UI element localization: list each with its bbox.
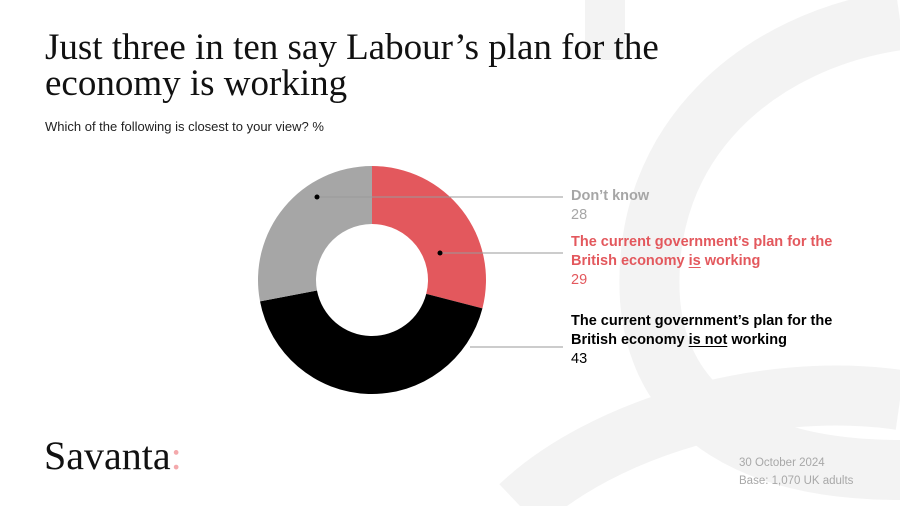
legend-label-working: The current government’s plan for the Br…	[571, 233, 871, 290]
leader-dot	[314, 194, 320, 200]
label-text: The current government’s plan for the Br…	[571, 234, 833, 269]
legend-label-dont-know: Don’t know 28	[571, 187, 871, 225]
slice-not-working	[260, 290, 483, 394]
footer-base: Base: 1,070 UK adults	[739, 475, 854, 487]
slice-label-working: The current government’s plan for the Br…	[571, 233, 871, 271]
logo-colon: :	[170, 433, 182, 478]
footer-date: 30 October 2024	[739, 457, 825, 469]
label-text-end: working	[700, 253, 761, 269]
logo-text: Savanta	[44, 433, 171, 478]
page-title: Just three in ten say Labour’s plan for …	[45, 27, 659, 104]
slice-label-not-working: The current government’s plan for the Br…	[571, 312, 871, 350]
legend-label-not-working: The current government’s plan for the Br…	[571, 312, 871, 369]
slice-working	[372, 166, 486, 309]
label-emphasis: is not	[688, 332, 728, 348]
label-text: The current government’s plan for the Br…	[571, 313, 833, 348]
label-emphasis: is	[688, 253, 701, 269]
slice-value-dont-know: 28	[571, 207, 588, 223]
leader-dot	[437, 250, 443, 256]
label-text-end: working	[727, 332, 787, 348]
slice-value-working: 29	[571, 272, 588, 288]
savanta-logo: Savanta:	[44, 432, 182, 479]
slice-value-not-working: 43	[571, 351, 588, 367]
chart-subtitle: Which of the following is closest to you…	[45, 119, 324, 134]
slice-dont-know	[258, 166, 372, 302]
slice-label-dont-know: Don’t know	[571, 188, 650, 204]
